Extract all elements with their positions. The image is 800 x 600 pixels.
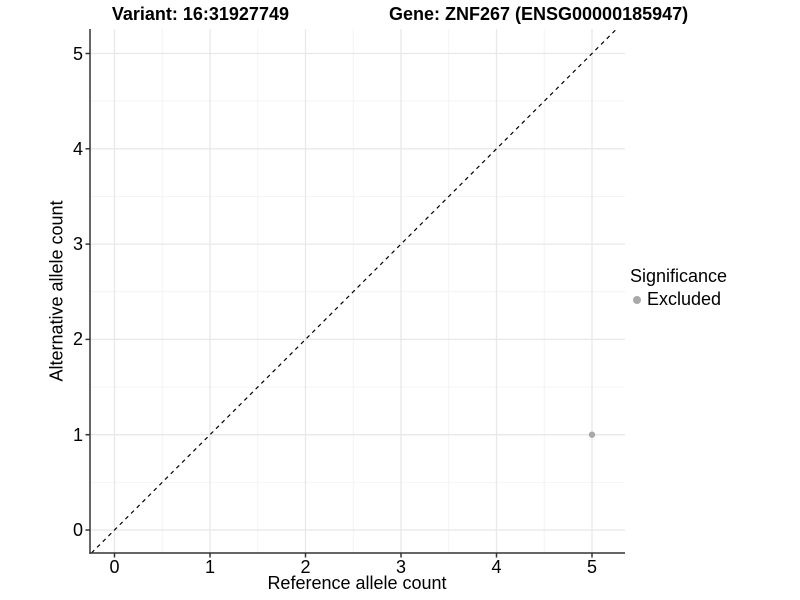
y-tick-label: 5	[72, 43, 83, 64]
legend-title: Significance	[630, 266, 728, 286]
variant-title: Variant: 16:31927749	[111, 4, 289, 24]
plot-title: Variant: 16:31927749 Gene: ZNF267 (ENSG0…	[0, 4, 800, 24]
y-tick-label: 0	[72, 520, 83, 540]
x-tick-label: 5	[586, 557, 598, 577]
x-tick-label: 3	[395, 557, 407, 577]
minor-gridlines	[90, 29, 625, 553]
x-tick-label: 0	[109, 557, 120, 577]
y-tick-label: 2	[72, 329, 83, 350]
y-tick-label: 1	[72, 424, 83, 445]
identity-line	[91, 28, 617, 554]
x-tick-label: 2	[300, 557, 311, 577]
legend: Significance Excluded	[630, 266, 727, 310]
legend-entry-label: Excluded	[647, 289, 722, 309]
legend-point-icon	[633, 295, 641, 304]
identity-dashed-line	[91, 28, 617, 554]
x-axis-title: Reference allele count	[267, 573, 447, 593]
y-tick-label: 3	[72, 234, 83, 255]
axis-lines-and-ticks	[85, 29, 625, 558]
major-gridlines	[90, 29, 625, 553]
y-axis-title: Alternative allele count	[46, 200, 67, 382]
x-tick-label: 1	[204, 557, 216, 577]
y-tick-label: 4	[72, 138, 83, 159]
legend-entry-excluded: Excluded	[633, 289, 727, 310]
data-point	[588, 431, 596, 438]
gene-title: Gene: ZNF267 (ENSG00000185947)	[388, 4, 689, 24]
data-points	[588, 431, 596, 438]
x-tick-label: 4	[491, 557, 502, 577]
